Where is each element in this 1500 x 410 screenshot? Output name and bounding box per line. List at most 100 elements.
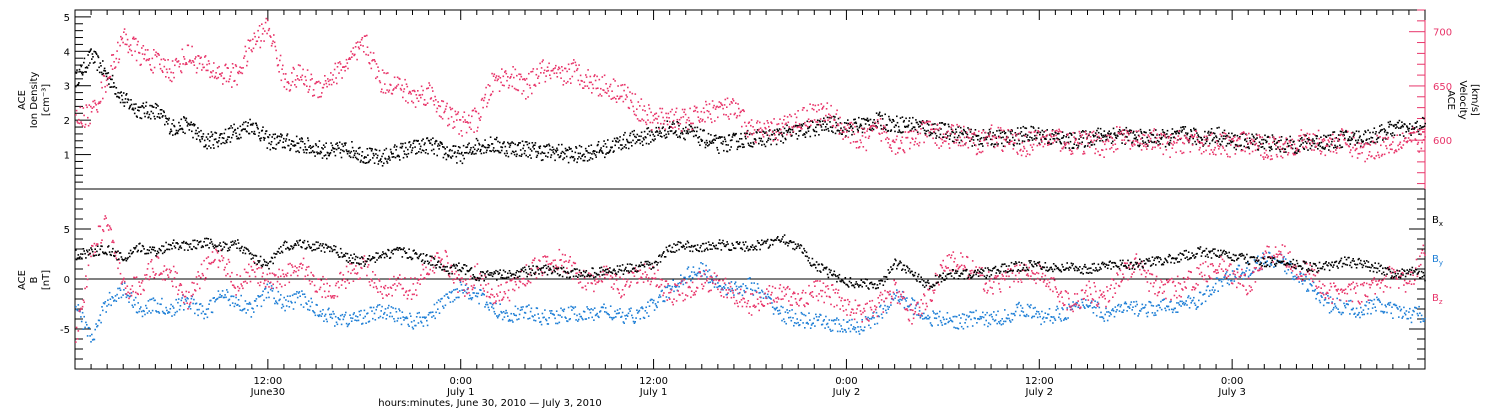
density-point (1048, 141, 1050, 144)
by-point (472, 292, 474, 294)
velocity-point (178, 65, 181, 68)
by-point (393, 320, 396, 323)
density-point (889, 119, 891, 122)
density-point (1090, 141, 1092, 143)
density-point (530, 157, 532, 159)
velocity-point (1281, 148, 1283, 150)
density-point (864, 118, 866, 121)
density-point (543, 152, 546, 155)
by-point (327, 308, 329, 311)
by-point (565, 317, 567, 319)
density-point (1218, 138, 1221, 140)
velocity-point (827, 119, 829, 122)
density-point (1406, 125, 1408, 127)
density-point (877, 120, 879, 123)
velocity-point (1152, 130, 1155, 132)
velocity-point (650, 111, 652, 114)
density-point (646, 133, 649, 135)
velocity-point (488, 98, 490, 101)
by-point (625, 318, 627, 320)
density-point (169, 131, 172, 133)
density-point (1171, 133, 1173, 135)
velocity-point (885, 138, 887, 141)
velocity-point (1092, 141, 1094, 143)
density-point (113, 82, 115, 84)
density-point (1140, 132, 1143, 135)
velocity-point (1132, 140, 1135, 142)
velocity-point (498, 75, 500, 78)
density-point (1223, 129, 1226, 132)
density-point (563, 157, 566, 159)
density-point (1144, 141, 1147, 144)
velocity-point (621, 95, 623, 98)
velocity-point (1110, 135, 1112, 138)
density-point (559, 155, 562, 157)
velocity-point (525, 98, 527, 100)
density-point (470, 153, 473, 155)
velocity-point (679, 123, 682, 125)
density-point (82, 71, 84, 74)
by-point (385, 318, 388, 320)
density-point (456, 162, 458, 164)
velocity-point (1095, 133, 1098, 136)
density-tick-label: 2 (64, 116, 70, 127)
density-point (76, 69, 78, 71)
velocity-point (779, 118, 781, 120)
density-point (682, 127, 685, 130)
by-point (185, 300, 188, 302)
density-point (578, 156, 580, 158)
velocity-point (1051, 130, 1054, 132)
velocity-point (212, 70, 214, 72)
velocity-point (308, 88, 310, 91)
by-point (183, 303, 186, 305)
velocity-point (730, 101, 733, 103)
velocity-point (1244, 150, 1246, 153)
density-point (1417, 130, 1420, 133)
density-point (1323, 148, 1326, 150)
density-point (779, 132, 782, 134)
by-point (547, 323, 550, 325)
density-point (136, 116, 138, 118)
density-point (1049, 138, 1052, 141)
velocity-point (449, 106, 451, 109)
density-point (685, 132, 688, 135)
density-point (87, 54, 89, 56)
density-point (448, 154, 450, 157)
density-point (487, 144, 489, 146)
by-point (545, 319, 548, 322)
velocity-point (1021, 141, 1024, 144)
velocity-point (789, 113, 791, 116)
by-point (212, 297, 215, 299)
by-point (279, 298, 281, 301)
by-point (149, 298, 151, 301)
velocity-point (663, 122, 665, 125)
by-point (453, 289, 455, 291)
density-point (511, 150, 514, 153)
velocity-point (198, 55, 200, 57)
density-point (750, 142, 752, 144)
velocity-point (111, 68, 114, 70)
density-point (294, 144, 297, 147)
density-point (943, 124, 946, 126)
velocity-point (813, 119, 816, 121)
velocity-point (420, 96, 422, 99)
velocity-point (684, 108, 686, 111)
velocity-point (385, 72, 388, 75)
by-point (165, 306, 167, 309)
density-point (525, 154, 527, 157)
velocity-point (338, 72, 340, 74)
velocity-point (1020, 148, 1022, 151)
density-point (331, 144, 334, 147)
velocity-point (1419, 133, 1422, 135)
velocity-point (579, 74, 582, 77)
density-point (808, 125, 811, 128)
density-point (985, 138, 988, 141)
density-point (1027, 139, 1029, 141)
density-point (876, 126, 878, 128)
velocity-point (1255, 142, 1258, 145)
velocity-point (210, 71, 213, 74)
density-point (296, 142, 299, 144)
density-point (559, 156, 561, 158)
density-point (78, 68, 81, 71)
velocity-point (931, 128, 934, 131)
